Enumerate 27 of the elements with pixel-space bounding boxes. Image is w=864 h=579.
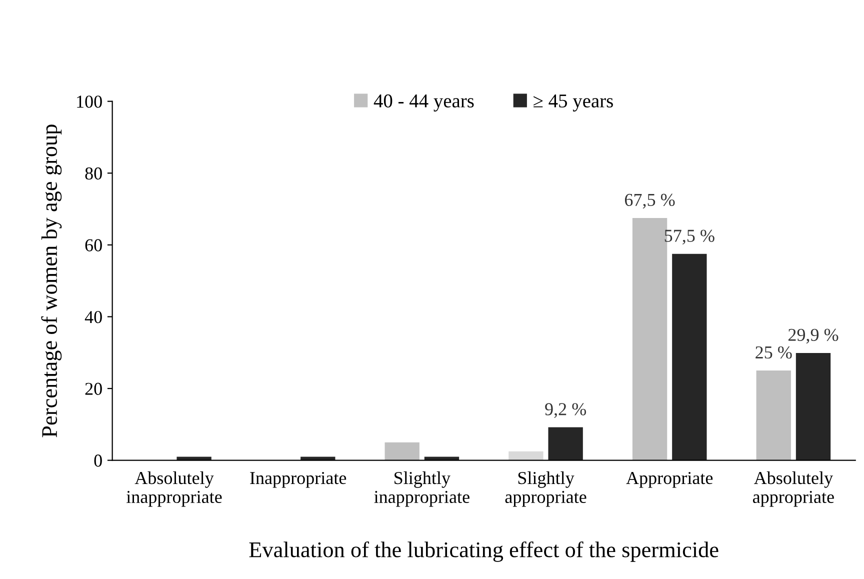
data-label: 9,2 % <box>545 403 586 418</box>
legend-label: 40 - 44 years <box>374 94 474 112</box>
x-tick-label: Slightly appropriate <box>505 471 586 507</box>
y-tick-label: 0 <box>94 454 102 467</box>
data-label: 67,5 % <box>624 194 675 209</box>
y-tick-label: 100 <box>77 96 102 108</box>
x-axis-title: Evaluation of the lubricating effect of the spermicide <box>249 541 718 562</box>
y-tick-label: 20 <box>85 382 102 395</box>
x-tick-label: Slightly inappropriate <box>374 471 470 507</box>
y-tick-label: 80 <box>85 167 102 180</box>
bar <box>508 451 544 460</box>
x-tick-label: Absolutely appropriate <box>752 471 834 507</box>
data-label: 29,9 % <box>788 328 838 344</box>
x-tick-label: Absolutely inappropriate <box>126 471 222 507</box>
bar <box>796 352 831 460</box>
bar <box>756 370 791 460</box>
data-label: 25 % <box>756 346 792 359</box>
bar <box>548 427 583 460</box>
x-tick-label: Inappropriate <box>250 472 346 488</box>
bar <box>672 254 707 460</box>
y-tick-label: 60 <box>85 239 102 252</box>
x-tick-label: Appropriate <box>626 472 713 488</box>
data-label: 57,5 % <box>664 230 714 244</box>
y-axis-title: Percentage of women by age group <box>41 124 62 438</box>
y-tick-label: 40 <box>84 310 102 324</box>
legend-label: ≥ 45 years <box>534 94 613 112</box>
bar <box>384 442 420 460</box>
